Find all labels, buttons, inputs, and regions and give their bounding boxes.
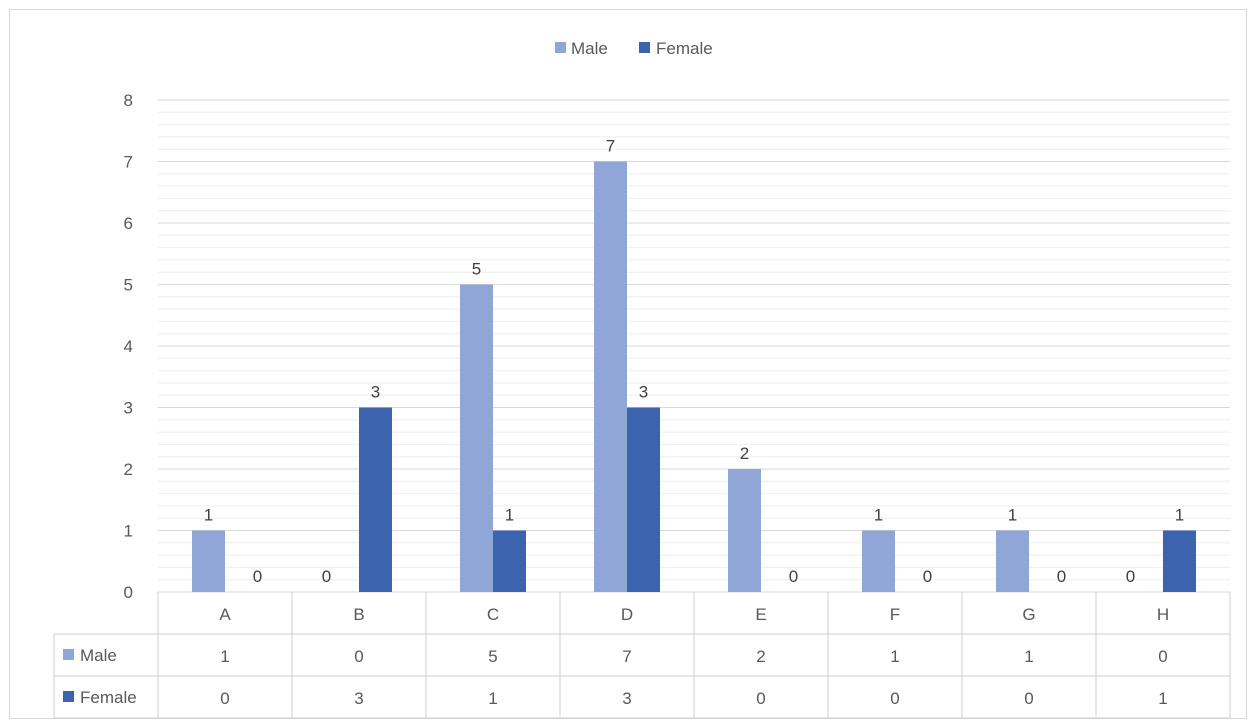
y-tick-label: 0 xyxy=(124,583,133,602)
y-tick-label: 6 xyxy=(124,214,133,233)
table-cell: 2 xyxy=(756,647,765,666)
table-cell: 5 xyxy=(488,647,497,666)
table-cell: 0 xyxy=(220,689,229,708)
legend-key-female xyxy=(63,691,74,702)
x-tick-label: G xyxy=(1022,605,1035,624)
data-label: 5 xyxy=(472,260,481,279)
y-tick-label: 4 xyxy=(124,337,133,356)
y-tick-label: 1 xyxy=(124,522,133,541)
y-tick-label: 2 xyxy=(124,460,133,479)
y-tick-label: 8 xyxy=(124,91,133,110)
table-cell: 0 xyxy=(756,689,765,708)
x-tick-label: B xyxy=(353,605,364,624)
data-label: 2 xyxy=(740,444,749,463)
bar-female xyxy=(1163,530,1196,592)
x-tick-label: H xyxy=(1157,605,1169,624)
table-cell: 1 xyxy=(1158,689,1167,708)
bar-male xyxy=(728,469,761,592)
table-cell: 0 xyxy=(1158,647,1167,666)
data-label: 1 xyxy=(204,506,213,525)
data-label: 1 xyxy=(874,506,883,525)
bar-male xyxy=(192,530,225,592)
legend-key-male xyxy=(63,649,74,660)
bar-male xyxy=(594,161,627,592)
data-label: 1 xyxy=(1008,506,1017,525)
data-label: 7 xyxy=(606,137,615,156)
x-tick-label: A xyxy=(219,605,231,624)
table-cell: 1 xyxy=(890,647,899,666)
table-row-header: Male xyxy=(80,646,117,665)
bar-male xyxy=(996,530,1029,592)
table-cell: 0 xyxy=(354,647,363,666)
data-label: 3 xyxy=(371,383,380,402)
bar-male xyxy=(862,530,895,592)
legend-key-male xyxy=(555,42,566,53)
data-label: 1 xyxy=(1175,506,1184,525)
table-cell: 0 xyxy=(890,689,899,708)
data-label: 1 xyxy=(505,506,514,525)
x-tick-label: D xyxy=(621,605,633,624)
legend-label-female: Female xyxy=(656,39,713,58)
bar-female xyxy=(493,530,526,592)
data-label: 0 xyxy=(1057,567,1066,586)
table-cell: 1 xyxy=(1024,647,1033,666)
x-tick-label: F xyxy=(890,605,900,624)
table-cell: 1 xyxy=(488,689,497,708)
data-label: 0 xyxy=(253,567,262,586)
table-cell: 0 xyxy=(1024,689,1033,708)
y-tick-label: 7 xyxy=(124,153,133,172)
table-cell: 3 xyxy=(622,689,631,708)
table-cell: 7 xyxy=(622,647,631,666)
data-label: 0 xyxy=(923,567,932,586)
data-label: 0 xyxy=(1126,567,1135,586)
bar-female xyxy=(359,407,392,592)
y-tick-label: 3 xyxy=(124,399,133,418)
data-label: 0 xyxy=(789,567,798,586)
data-label: 0 xyxy=(322,567,331,586)
table-row-header: Female xyxy=(80,688,137,707)
legend-key-female xyxy=(639,42,650,53)
x-tick-label: E xyxy=(755,605,766,624)
table-cell: 1 xyxy=(220,647,229,666)
legend-label-male: Male xyxy=(571,39,608,58)
bar-male xyxy=(460,284,493,592)
table-cell: 3 xyxy=(354,689,363,708)
y-tick-label: 5 xyxy=(124,276,133,295)
data-label: 3 xyxy=(639,383,648,402)
x-tick-label: C xyxy=(487,605,499,624)
bar-female xyxy=(627,407,660,592)
chart-frame xyxy=(9,9,1247,719)
